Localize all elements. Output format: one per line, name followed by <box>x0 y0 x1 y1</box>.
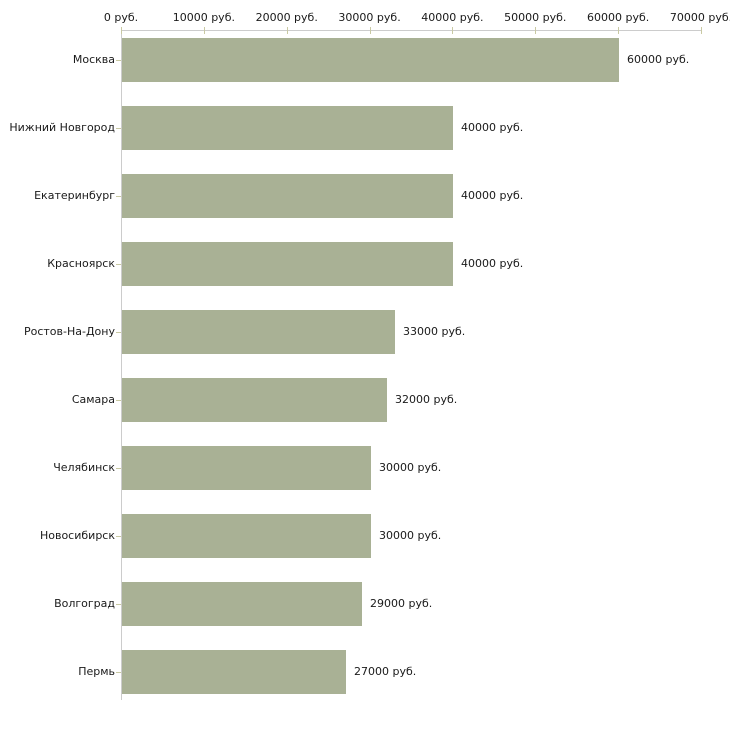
x-axis-tick <box>701 27 702 34</box>
y-axis-tick <box>116 128 121 129</box>
y-axis-tick <box>116 196 121 197</box>
category-label: Нижний Новгород <box>9 121 115 134</box>
category-label: Москва <box>72 53 115 66</box>
y-axis-tick <box>116 400 121 401</box>
x-axis-tick-label: 20000 руб. <box>255 11 318 24</box>
y-axis-tick <box>116 536 121 537</box>
bar <box>122 378 387 422</box>
bar <box>122 310 395 354</box>
y-axis-tick <box>116 332 121 333</box>
value-label: 29000 руб. <box>370 597 433 610</box>
x-axis-tick-label: 50000 руб. <box>504 11 567 24</box>
category-label: Пермь <box>78 665 115 678</box>
value-label: 40000 руб. <box>461 189 524 202</box>
x-axis-tick <box>618 27 620 34</box>
bar <box>122 106 453 150</box>
x-axis-tick-label: 60000 руб. <box>587 11 650 24</box>
category-label: Волгоград <box>54 597 115 610</box>
value-label: 30000 руб. <box>379 461 442 474</box>
x-axis-tick <box>452 27 454 34</box>
category-label: Ростов-На-Дону <box>23 325 115 338</box>
value-label: 30000 руб. <box>379 529 442 542</box>
category-label: Челябинск <box>53 461 115 474</box>
x-axis-tick-label: 10000 руб. <box>172 11 235 24</box>
x-axis-tick <box>369 27 371 34</box>
y-axis-line <box>121 30 122 700</box>
bar <box>122 174 453 218</box>
x-axis-tick-label: 40000 руб. <box>421 11 484 24</box>
category-label: Екатеринбург <box>34 189 115 202</box>
value-label: 32000 руб. <box>395 393 458 406</box>
y-axis-tick <box>116 604 121 605</box>
value-label: 33000 руб. <box>403 325 466 338</box>
category-label: Самара <box>71 393 115 406</box>
y-axis-tick <box>116 468 121 469</box>
category-label: Красноярск <box>47 257 115 270</box>
x-axis-tick <box>203 27 205 34</box>
x-axis-tick <box>535 27 537 34</box>
x-axis-tick <box>286 27 288 34</box>
x-axis-tick <box>121 27 122 34</box>
value-label: 40000 руб. <box>461 121 524 134</box>
bar <box>122 242 453 286</box>
bar <box>122 446 371 490</box>
category-label: Новосибирск <box>39 529 115 542</box>
x-axis-tick-label: 30000 руб. <box>338 11 401 24</box>
x-axis-line <box>121 30 702 31</box>
bar <box>122 650 346 694</box>
x-axis-tick-label: 0 руб. <box>103 11 139 24</box>
y-axis-tick <box>116 672 121 673</box>
value-label: 40000 руб. <box>461 257 524 270</box>
value-label: 60000 руб. <box>627 53 690 66</box>
bar <box>122 38 619 82</box>
y-axis-tick <box>116 264 121 265</box>
x-axis-tick-label: 70000 руб. <box>669 11 730 24</box>
value-label: 27000 руб. <box>354 665 417 678</box>
y-axis-tick <box>116 60 121 61</box>
bar <box>122 582 362 626</box>
bar <box>122 514 371 558</box>
